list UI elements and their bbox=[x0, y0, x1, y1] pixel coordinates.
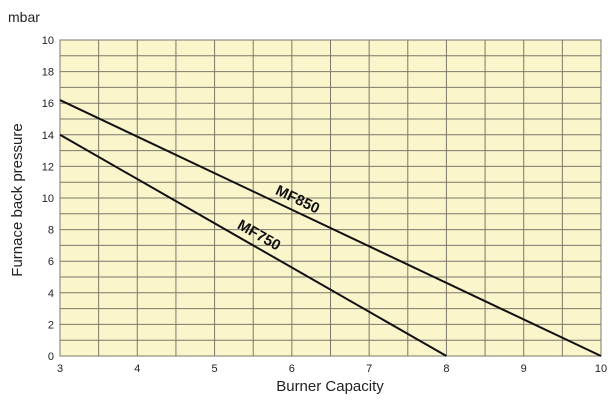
y-tick-label: 10 bbox=[42, 35, 54, 47]
y-axis-title: Furnace back pressure bbox=[9, 123, 26, 276]
x-tick-label: 9 bbox=[521, 363, 527, 375]
x-tick-label: 5 bbox=[212, 363, 218, 375]
y-axis-unit: mbar bbox=[8, 9, 40, 25]
y-tick-label: 14 bbox=[42, 130, 54, 142]
y-tick-label: 0 bbox=[48, 351, 54, 363]
y-tick-label: 2 bbox=[48, 319, 54, 331]
y-tick-label: 16 bbox=[42, 98, 54, 110]
x-tick-label: 6 bbox=[289, 363, 295, 375]
y-tick-label: 12 bbox=[42, 161, 54, 173]
y-axis-ticks: 0 2 4 6 8 10 12 14 16 18 10 bbox=[42, 35, 54, 363]
series-line-mf850 bbox=[59, 99, 602, 357]
y-tick-label: 10 bbox=[42, 193, 54, 205]
grid bbox=[59, 39, 602, 357]
x-tick-label: 10 bbox=[595, 363, 607, 375]
y-tick-label: 4 bbox=[48, 288, 54, 300]
x-axis-ticks: 3 4 5 6 7 8 9 10 bbox=[57, 363, 607, 375]
x-tick-label: 7 bbox=[366, 363, 372, 375]
y-tick-label: 6 bbox=[48, 256, 54, 268]
x-tick-label: 8 bbox=[443, 363, 449, 375]
x-tick-label: 3 bbox=[57, 363, 63, 375]
series-line-mf750 bbox=[59, 133, 447, 357]
x-tick-label: 4 bbox=[134, 363, 140, 375]
y-tick-label: 8 bbox=[48, 225, 54, 237]
series-lines bbox=[59, 99, 602, 357]
y-tick-label: 18 bbox=[42, 67, 54, 79]
x-axis-title: Burner Capacity bbox=[276, 378, 384, 395]
